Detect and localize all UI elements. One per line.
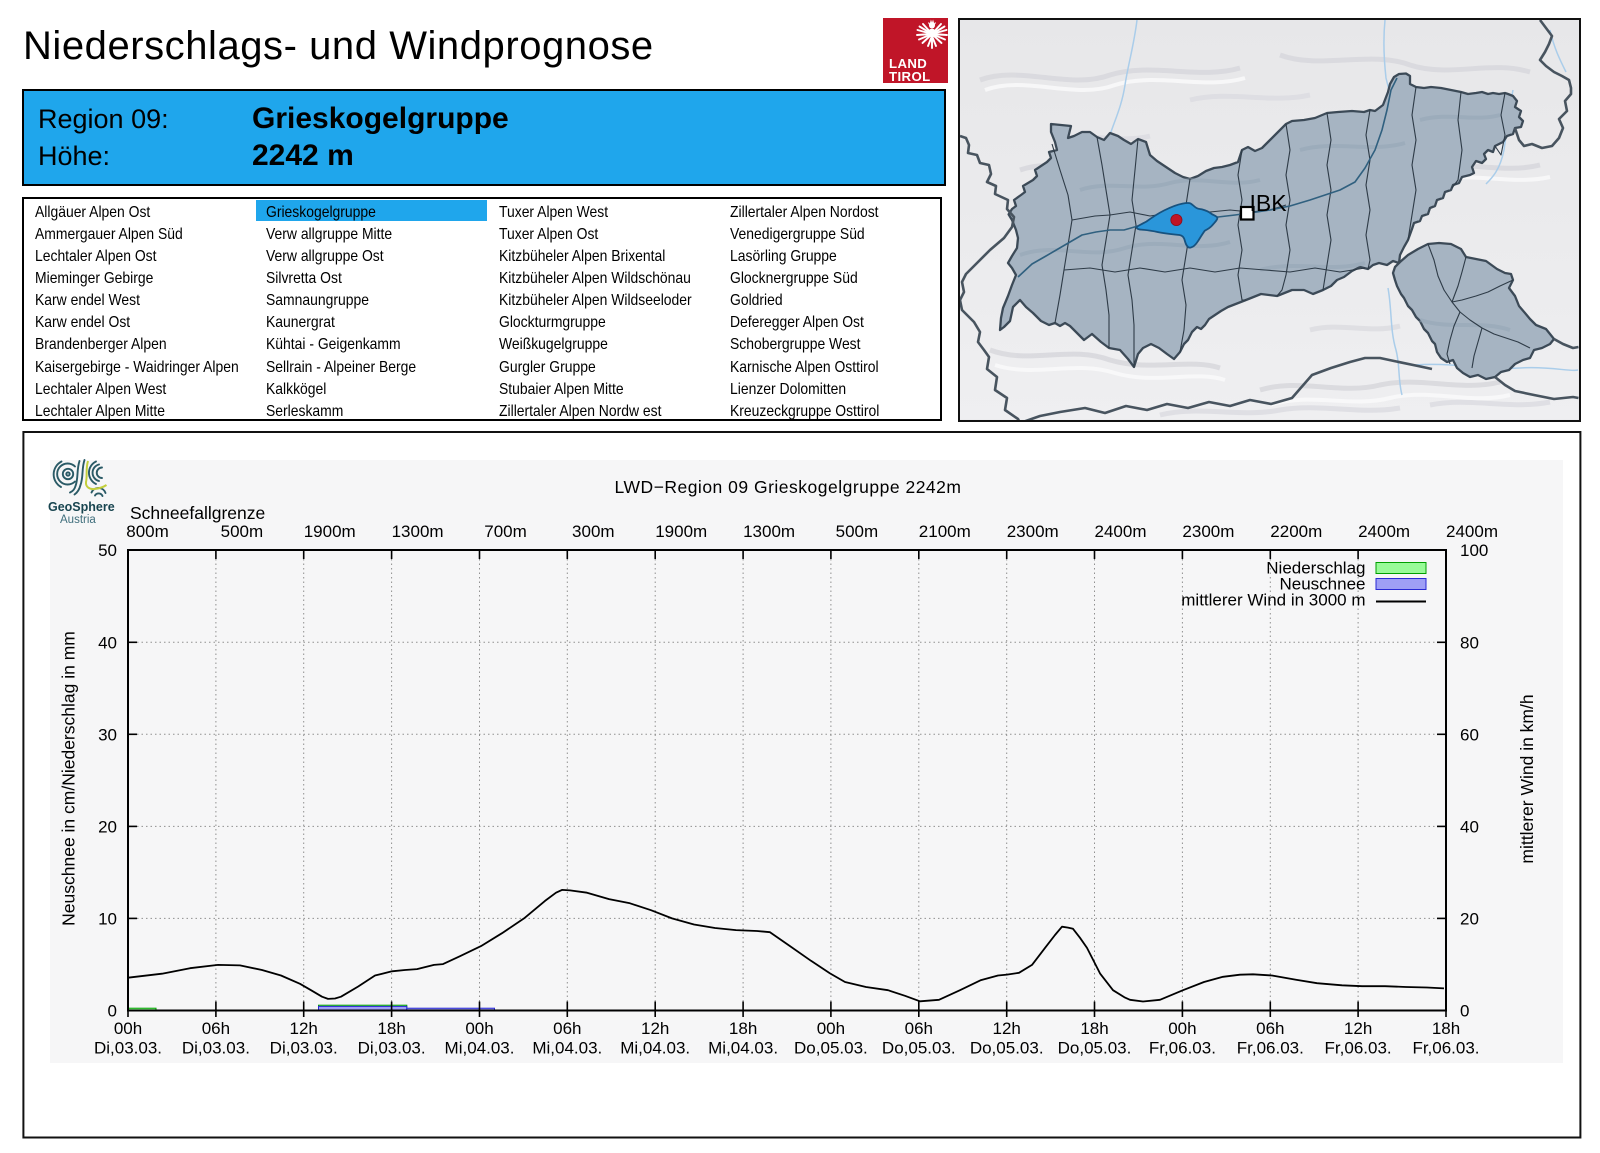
svg-text:IBK: IBK <box>1250 190 1288 216</box>
svg-text:18h: 18h <box>729 1019 757 1038</box>
svg-text:1300m: 1300m <box>743 522 795 541</box>
svg-text:0: 0 <box>1460 1002 1469 1021</box>
svg-text:0: 0 <box>108 1002 117 1021</box>
svg-text:700m: 700m <box>484 522 527 541</box>
svg-text:06h: 06h <box>1256 1019 1284 1038</box>
svg-text:500m: 500m <box>221 522 264 541</box>
svg-text:1900m: 1900m <box>304 522 356 541</box>
svg-text:12h: 12h <box>993 1019 1021 1038</box>
svg-text:Di,03.03.: Di,03.03. <box>358 1039 426 1058</box>
svg-text:Austria: Austria <box>60 514 96 526</box>
svg-text:LWD−Region 09 Grieskogelgruppe: LWD−Region 09 Grieskogelgruppe 2242m <box>615 477 962 497</box>
svg-text:20: 20 <box>1460 909 1479 928</box>
svg-text:12h: 12h <box>1344 1019 1372 1038</box>
svg-text:Di,03.03.: Di,03.03. <box>270 1039 338 1058</box>
svg-text:Di,03.03.: Di,03.03. <box>182 1039 250 1058</box>
svg-text:06h: 06h <box>553 1019 581 1038</box>
svg-text:30: 30 <box>98 725 117 744</box>
svg-text:20: 20 <box>98 817 117 836</box>
svg-text:00h: 00h <box>817 1019 845 1038</box>
svg-text:500m: 500m <box>836 522 879 541</box>
svg-text:Fr,06.03.: Fr,06.03. <box>1237 1039 1304 1058</box>
svg-text:06h: 06h <box>202 1019 230 1038</box>
svg-text:2300m: 2300m <box>1007 522 1059 541</box>
svg-text:50: 50 <box>98 541 117 560</box>
svg-text:Mi,04.03.: Mi,04.03. <box>445 1039 515 1058</box>
svg-text:80: 80 <box>1460 633 1479 652</box>
svg-text:00h: 00h <box>465 1019 493 1038</box>
svg-text:2400m: 2400m <box>1095 522 1147 541</box>
svg-text:Fr,06.03.: Fr,06.03. <box>1325 1039 1392 1058</box>
svg-text:40: 40 <box>98 633 117 652</box>
svg-text:18h: 18h <box>1080 1019 1108 1038</box>
svg-text:12h: 12h <box>290 1019 318 1038</box>
svg-text:Do,05.03.: Do,05.03. <box>882 1039 956 1058</box>
svg-text:Do,05.03.: Do,05.03. <box>794 1039 868 1058</box>
svg-text:Di,03.03.: Di,03.03. <box>94 1039 162 1058</box>
svg-text:Mi,04.03.: Mi,04.03. <box>620 1039 690 1058</box>
svg-text:Neuschnee in cm/Niederschlag i: Neuschnee in cm/Niederschlag in mm <box>59 631 79 926</box>
svg-text:Do,05.03.: Do,05.03. <box>1058 1039 1132 1058</box>
svg-text:2300m: 2300m <box>1182 522 1234 541</box>
svg-text:00h: 00h <box>114 1019 142 1038</box>
svg-text:18h: 18h <box>377 1019 405 1038</box>
svg-text:mittlerer Wind in km/h: mittlerer Wind in km/h <box>1517 694 1537 863</box>
svg-text:mittlerer Wind in 3000 m: mittlerer Wind in 3000 m <box>1181 591 1365 610</box>
svg-text:2100m: 2100m <box>919 522 971 541</box>
svg-text:Mi,04.03.: Mi,04.03. <box>532 1039 602 1058</box>
svg-text:00h: 00h <box>1168 1019 1196 1038</box>
svg-text:40: 40 <box>1460 817 1479 836</box>
svg-text:GeoSphere: GeoSphere <box>48 500 115 514</box>
svg-text:Neuschnee: Neuschnee <box>1279 575 1365 594</box>
svg-text:100: 100 <box>1460 541 1488 560</box>
svg-text:Fr,06.03.: Fr,06.03. <box>1412 1039 1479 1058</box>
svg-text:12h: 12h <box>641 1019 669 1038</box>
svg-text:18h: 18h <box>1432 1019 1460 1038</box>
svg-text:2400m: 2400m <box>1358 522 1410 541</box>
svg-text:60: 60 <box>1460 725 1479 744</box>
svg-text:10: 10 <box>98 909 117 928</box>
svg-text:2200m: 2200m <box>1270 522 1322 541</box>
svg-text:1300m: 1300m <box>392 522 444 541</box>
svg-text:Schneefallgrenze: Schneefallgrenze <box>130 503 265 523</box>
svg-text:2400m: 2400m <box>1446 522 1498 541</box>
svg-text:Do,05.03.: Do,05.03. <box>970 1039 1044 1058</box>
svg-text:LAND: LAND <box>889 56 927 71</box>
svg-text:1900m: 1900m <box>655 522 707 541</box>
svg-text:300m: 300m <box>572 522 615 541</box>
svg-text:Niederschlag: Niederschlag <box>1266 559 1365 578</box>
svg-text:800m: 800m <box>126 522 169 541</box>
svg-text:06h: 06h <box>905 1019 933 1038</box>
svg-text:TIROL: TIROL <box>889 69 931 83</box>
svg-text:Mi,04.03.: Mi,04.03. <box>708 1039 778 1058</box>
svg-text:Fr,06.03.: Fr,06.03. <box>1149 1039 1216 1058</box>
